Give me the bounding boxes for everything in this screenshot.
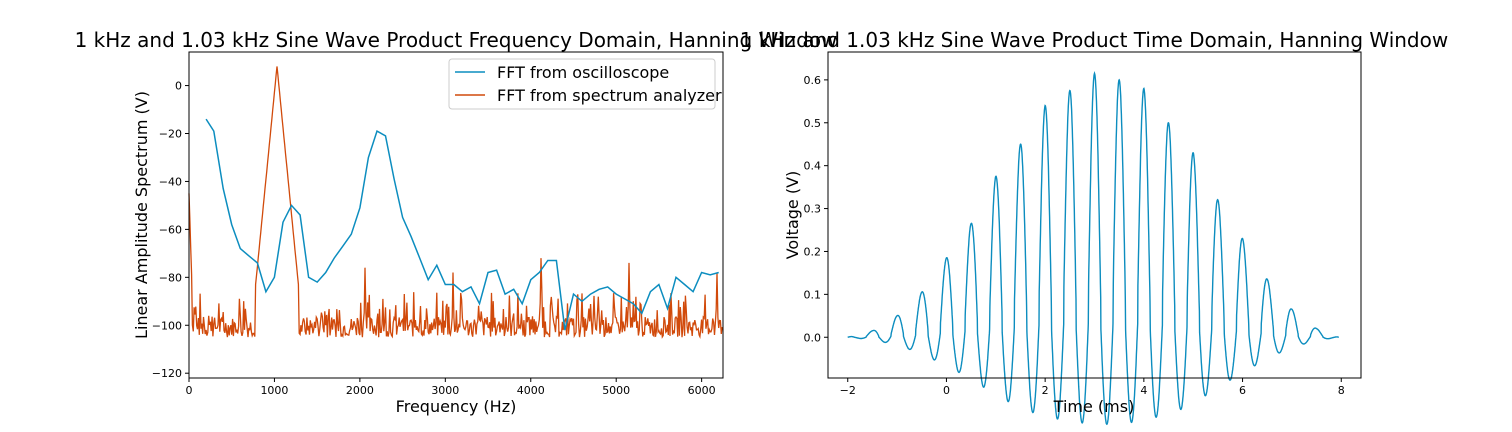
y-tick-label: 0.2 bbox=[804, 245, 822, 258]
time-plot-area bbox=[847, 71, 1339, 426]
y-tick-label: −120 bbox=[152, 367, 182, 380]
voltage-line bbox=[847, 71, 1339, 426]
x-tick-label: 2000 bbox=[346, 384, 374, 397]
x-tick-label: 4 bbox=[1140, 384, 1147, 397]
frequency-plot-area bbox=[188, 66, 724, 339]
y-tick-label: 0.5 bbox=[804, 117, 822, 130]
y-tick-label: 0.6 bbox=[804, 74, 822, 87]
time-ticks: −2 0 2 4 6 8 0.0 0.1 0.2 0.3 0.4 0.5 0.6 bbox=[804, 74, 1345, 397]
x-tick-label: 5000 bbox=[602, 384, 630, 397]
frequency-axes-frame bbox=[188, 51, 724, 379]
time-chart-title: 1 kHz and 1.03 kHz Sine Wave Product Tim… bbox=[740, 28, 1448, 52]
frequency-x-axis-label: Frequency (Hz) bbox=[396, 397, 517, 416]
y-tick-label: −60 bbox=[159, 223, 182, 236]
frequency-chart-title: 1 kHz and 1.03 kHz Sine Wave Product Fre… bbox=[75, 28, 838, 52]
x-tick-label: 6 bbox=[1239, 384, 1246, 397]
y-tick-label: 0.1 bbox=[804, 288, 822, 301]
frequency-legend: FFT from oscilloscope FFT from spectrum … bbox=[448, 58, 722, 110]
time-y-axis-label: Voltage (V) bbox=[783, 171, 802, 260]
frequency-ticks: 0 1000 2000 3000 4000 5000 6000 0 −20 −40 −60 −80 −1… bbox=[152, 80, 716, 397]
x-tick-label: 6000 bbox=[688, 384, 716, 397]
legend-label-spectrum-analyzer: FFT from spectrum analyzer bbox=[497, 86, 722, 105]
y-tick-label: 0.4 bbox=[804, 160, 822, 173]
legend-label-oscilloscope: FFT from oscilloscope bbox=[497, 63, 669, 82]
time-x-axis-label: Time (ms) bbox=[1053, 397, 1135, 416]
frequency-y-axis-label: Linear Amplitude Spectrum (V) bbox=[132, 91, 151, 339]
frequency-domain-panel: 1 kHz and 1.03 kHz Sine Wave Product Fre… bbox=[75, 28, 838, 416]
y-tick-label: −40 bbox=[159, 175, 182, 188]
x-tick-label: 1000 bbox=[260, 384, 288, 397]
y-tick-label: −100 bbox=[152, 319, 182, 332]
y-tick-label: 0 bbox=[175, 80, 182, 93]
x-tick-label: 0 bbox=[943, 384, 950, 397]
time-domain-panel: 1 kHz and 1.03 kHz Sine Wave Product Tim… bbox=[740, 28, 1448, 426]
legend-box bbox=[448, 58, 716, 110]
x-tick-label: 8 bbox=[1338, 384, 1345, 397]
x-tick-label: 4000 bbox=[517, 384, 545, 397]
time-axes-frame bbox=[827, 51, 1362, 379]
y-tick-label: −20 bbox=[159, 128, 182, 141]
x-tick-label: 2 bbox=[1042, 384, 1049, 397]
x-tick-label: 0 bbox=[186, 384, 193, 397]
x-tick-label: −2 bbox=[840, 384, 856, 397]
x-tick-label: 3000 bbox=[431, 384, 459, 397]
y-tick-label: 0.3 bbox=[804, 203, 822, 216]
y-tick-label: −80 bbox=[159, 271, 182, 284]
spectrum-analyzer-line bbox=[188, 66, 724, 339]
y-tick-label: 0.0 bbox=[804, 331, 822, 344]
